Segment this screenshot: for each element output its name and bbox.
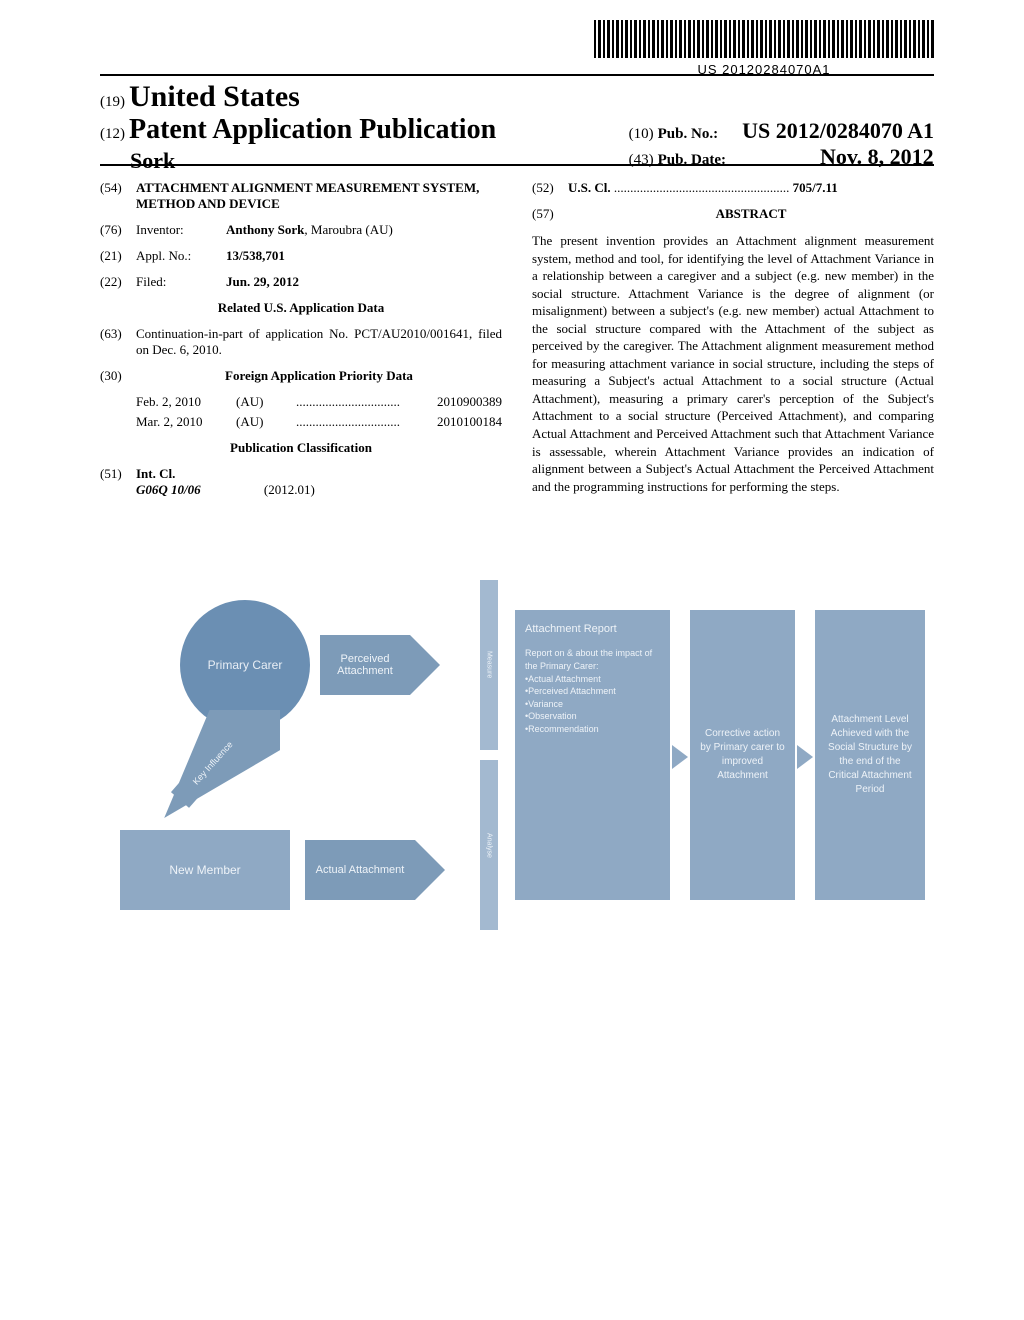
biblio: (54) ATTACHMENT ALIGNMENT MEASUREMENT SY…	[100, 180, 934, 508]
analyse-bar: Analyse	[480, 760, 498, 930]
patent-page: US 20120284070A1 (19) United States (12)…	[0, 0, 1024, 1320]
inventor-loc: , Maroubra (AU)	[304, 222, 392, 237]
priority-dots: ................................	[296, 414, 437, 430]
priority-row: Feb. 2, 2010 (AU) ......................…	[136, 394, 502, 410]
outcome-box: Attachment Level Achieved with the Socia…	[815, 610, 925, 900]
analyse-label: Analyse	[486, 833, 493, 858]
invention-title: ATTACHMENT ALIGNMENT MEASUREMENT SYSTEM,…	[136, 180, 502, 212]
filed-num: (22)	[100, 274, 136, 290]
priority-no: 2010100184	[437, 414, 502, 430]
uscl-value: 705/7.11	[793, 180, 838, 195]
inventor-name: Anthony Sork	[226, 222, 304, 237]
intcl-num: (51)	[100, 466, 136, 498]
key-influence-arrow: Key Influence	[160, 710, 280, 820]
priority-cc: (AU)	[236, 394, 296, 410]
measure-bar: Measure	[480, 580, 498, 750]
priority-date: Mar. 2, 2010	[136, 414, 236, 430]
new-member-label: New Member	[169, 863, 240, 877]
continuation-field: (63) Continuation-in-part of application…	[100, 326, 502, 358]
uscl-dots: ........................................…	[614, 180, 790, 195]
cont-text: Continuation-in-part of application No. …	[136, 326, 502, 358]
filed-field: (22) Filed: Jun. 29, 2012	[100, 274, 502, 290]
country-name: United States	[129, 80, 300, 113]
pub-type: Patent Application Publication	[129, 114, 496, 145]
pub-no-label: Pub. No.:	[658, 126, 718, 142]
pub-no-num: (10)	[629, 126, 654, 142]
priority-date: Feb. 2, 2010	[136, 394, 236, 410]
actual-attachment-label: Actual Attachment	[316, 864, 405, 876]
title-field: (54) ATTACHMENT ALIGNMENT MEASUREMENT SY…	[100, 180, 502, 212]
abstract-header: (57) ABSTRACT	[532, 206, 934, 222]
intcl-label: Int. Cl.	[136, 466, 502, 482]
new-member-box: New Member	[120, 830, 290, 910]
filed-label: Filed:	[136, 274, 226, 290]
pub-no-value: US 2012/0284070 A1	[742, 118, 934, 143]
related-title: Related U.S. Application Data	[100, 300, 502, 316]
abstract-text: The present invention provides an Attach…	[532, 232, 934, 495]
barcode-area: US 20120284070A1	[594, 20, 934, 77]
uscl-label: U.S. Cl.	[568, 180, 611, 195]
connector-arrow-icon	[797, 745, 813, 769]
foreign-field: (30) Foreign Application Priority Data	[100, 368, 502, 384]
right-column: (52) U.S. Cl. ..........................…	[532, 180, 934, 508]
foreign-title: Foreign Application Priority Data	[136, 368, 502, 384]
filed-value: Jun. 29, 2012	[226, 274, 502, 290]
actual-attachment-arrow: Actual Attachment	[305, 840, 415, 900]
outcome-text: Attachment Level Achieved with the Socia…	[825, 713, 915, 797]
figure: Primary Carer Perceived Attachment Key I…	[120, 580, 934, 960]
country-num: (19)	[100, 94, 125, 110]
header-right: (10) Pub. No.: US 2012/0284070 A1 (43) P…	[629, 118, 934, 170]
rule-top	[100, 74, 934, 76]
intcl-value: G06Q 10/06	[136, 482, 201, 497]
applno-field: (21) Appl. No.: 13/538,701	[100, 248, 502, 264]
priority-cc: (AU)	[236, 414, 296, 430]
uscl-field: (52) U.S. Cl. ..........................…	[532, 180, 934, 196]
left-column: (54) ATTACHMENT ALIGNMENT MEASUREMENT SY…	[100, 180, 502, 508]
abstract-title: ABSTRACT	[568, 206, 934, 222]
attachment-report-box: Attachment Report Report on & about the …	[515, 610, 670, 900]
primary-carer-label: Primary Carer	[208, 658, 283, 672]
intcl-field: (51) Int. Cl. G06Q 10/06 (2012.01)	[100, 466, 502, 498]
barcode-graphic	[594, 20, 934, 58]
uscl-num: (52)	[532, 180, 568, 196]
priority-no: 2010900389	[437, 394, 502, 410]
perceived-attachment-arrow: Perceived Attachment	[320, 635, 410, 695]
priority-list: Feb. 2, 2010 (AU) ......................…	[136, 394, 502, 430]
report-body: Report on & about the impact of the Prim…	[525, 647, 660, 735]
applno-value: 13/538,701	[226, 248, 502, 264]
header: (19) United States (12) Patent Applicati…	[100, 80, 934, 174]
priority-dots: ................................	[296, 394, 437, 410]
pub-class-title: Publication Classification	[100, 440, 502, 456]
corrective-text: Corrective action by Primary carer to im…	[700, 727, 785, 783]
measure-label: Measure	[486, 651, 493, 678]
cont-num: (63)	[100, 326, 136, 358]
abstract-num: (57)	[532, 206, 568, 222]
corrective-action-box: Corrective action by Primary carer to im…	[690, 610, 795, 900]
pub-type-num: (12)	[100, 126, 125, 142]
report-title: Attachment Report	[525, 622, 660, 637]
rule-bottom	[100, 164, 934, 166]
perceived-attachment-label: Perceived Attachment	[320, 653, 410, 677]
applno-label: Appl. No.:	[136, 248, 226, 264]
inventor-label: Inventor:	[136, 222, 226, 238]
applno-num: (21)	[100, 248, 136, 264]
inventor-field: (76) Inventor: Anthony Sork, Maroubra (A…	[100, 222, 502, 238]
priority-row: Mar. 2, 2010 (AU) ......................…	[136, 414, 502, 430]
intcl-date: (2012.01)	[264, 482, 315, 497]
title-num: (54)	[100, 180, 136, 212]
foreign-num: (30)	[100, 368, 136, 384]
inventor-num: (76)	[100, 222, 136, 238]
connector-arrow-icon	[672, 745, 688, 769]
